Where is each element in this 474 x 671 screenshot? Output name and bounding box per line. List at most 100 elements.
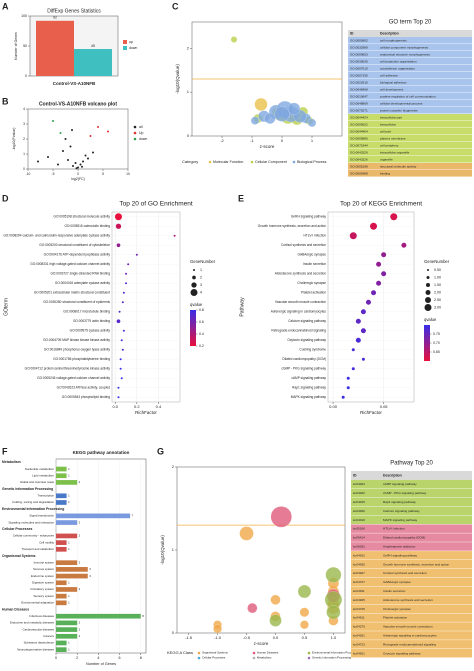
x-tick-label: 0.4 [156, 404, 162, 409]
group-label: Metabolism [2, 460, 21, 464]
category-label: Neurodegenerative diseases [17, 647, 54, 651]
x-tick-label: -10 [26, 172, 31, 176]
category-label: GO:0005200 structural constituent of cyt… [39, 243, 110, 247]
category-label: Cell motility [39, 540, 54, 544]
category-label: Growth hormone synthesis, secretion and … [258, 224, 326, 228]
dot [371, 290, 377, 296]
table-row [348, 37, 472, 44]
table-row [351, 595, 472, 605]
x-tick-label: 4 [97, 656, 99, 660]
bar [56, 620, 78, 626]
x-axis-label: z-score [260, 144, 275, 149]
table-cell: ko04611 [353, 616, 365, 620]
category-label: GO:0005245 voltage-gated calcium channel… [37, 376, 110, 380]
category-label: GO:0042623 ATPase activity, coupled [57, 386, 111, 390]
table-cell: Vascular smooth muscle contraction [383, 625, 433, 629]
table-cell: binding [380, 171, 390, 175]
table-cell: ko04010 [353, 518, 365, 522]
x-tick-label: 8 [140, 656, 142, 660]
bar [56, 613, 141, 619]
x-tick-label: 0.0 [273, 635, 279, 640]
legend-marker [252, 651, 256, 655]
legend-marker [133, 131, 137, 135]
x-tick-label: 0 [281, 138, 284, 143]
category-label: Sensory system [33, 594, 54, 598]
x-axis-label: RichFactor [360, 410, 382, 415]
bar [56, 466, 67, 472]
category-label: Endocrine system [31, 574, 55, 578]
dot [115, 223, 122, 229]
x-tick-label: 10 [126, 172, 130, 176]
legend-marker [197, 651, 201, 655]
table-row [351, 533, 472, 542]
category-label: GO:0004712 protein serine/threonine/tyro… [25, 367, 111, 371]
table-row [351, 577, 472, 587]
legend-label: 0.50 [434, 268, 441, 272]
chart-title: KEGG pathway annotation [73, 450, 130, 455]
bubble [299, 607, 310, 618]
legend-size [425, 297, 431, 303]
legend-label: 1.50 [434, 283, 441, 287]
legend-size [426, 283, 430, 287]
y-tick-label: 0 [23, 167, 25, 171]
table-cell: Cortisol synthesis and secretion [383, 571, 427, 575]
legend-title: KEGG A Class [167, 650, 193, 655]
legend-label: 1 [200, 268, 202, 272]
table-cell: ko04925 [353, 598, 365, 602]
bar [56, 633, 78, 639]
category-label: Lipid metabolism [32, 473, 54, 477]
y-tick-label: 1 [172, 547, 175, 552]
bar-value-label: 45 [91, 44, 95, 48]
y-tick-label: 0 [25, 74, 27, 78]
y-tick-label: 50 [23, 44, 27, 48]
group-label: Genetic Information Processing [2, 487, 53, 491]
x-axis-label: RichFactor [135, 410, 157, 415]
table-cell: ko04911 [353, 589, 365, 593]
bar [56, 580, 67, 586]
x-axis-label: log2(FC) [71, 177, 85, 181]
table-cell: GO:0010647 [350, 94, 368, 98]
legend-marker [307, 651, 311, 655]
table-row [348, 100, 472, 107]
colorbar [424, 325, 430, 361]
legend-label: Cellular Component [255, 160, 287, 164]
table-row [348, 93, 472, 100]
dot [355, 318, 361, 324]
category-label: Cholinergic synapse [297, 281, 326, 285]
category-label: GO:0005198 structural molecule activity [53, 215, 110, 219]
point [92, 151, 94, 154]
category-label: GO:0009975 cyclase activity [70, 329, 111, 333]
category-label: GO:0003727 single-stranded RNA binding [50, 272, 110, 276]
panel-label: C [172, 1, 179, 11]
x-axis-label: Control-VS-A10NFB [53, 81, 96, 86]
table-cell: ko04921 [353, 651, 365, 655]
table-row [351, 613, 472, 622]
y-axis-label: -log10(Qvalue) [160, 535, 165, 565]
table-cell: GO:0007010 [350, 66, 368, 70]
y-axis-label: Pathway [239, 297, 245, 317]
table-header-cell: Description [383, 473, 402, 477]
bar [56, 600, 67, 606]
bar [56, 593, 67, 599]
x-tick-label: -0.5 [243, 635, 251, 640]
category-label: GO:0008294 calcium- and calmodulin-respo… [3, 234, 110, 238]
legend-label: 2 [200, 275, 202, 279]
category-label: Aldosterone synthesis and secretion [275, 272, 326, 276]
table-header-cell: ID [353, 473, 357, 477]
dot [118, 310, 121, 313]
dot [121, 348, 124, 351]
bar-value-label: 1 [68, 467, 70, 471]
x-axis-label: z-score [254, 641, 269, 646]
colorbar-label: 0.2 [199, 344, 204, 348]
category-label: Immune system [34, 560, 55, 564]
table-cell: cell morphogenesis [380, 38, 407, 42]
table-cell: GO:0005198 [350, 164, 368, 168]
bar-value-label: 2 [79, 534, 81, 538]
legend-marker [208, 160, 212, 164]
table-cell: GO:0044464 [350, 129, 368, 133]
category-label: Cancers [43, 634, 54, 638]
category-label: Endocrine and metabolic diseases [10, 621, 55, 625]
category-label: Signal transduction [29, 514, 54, 518]
bar [56, 533, 78, 539]
